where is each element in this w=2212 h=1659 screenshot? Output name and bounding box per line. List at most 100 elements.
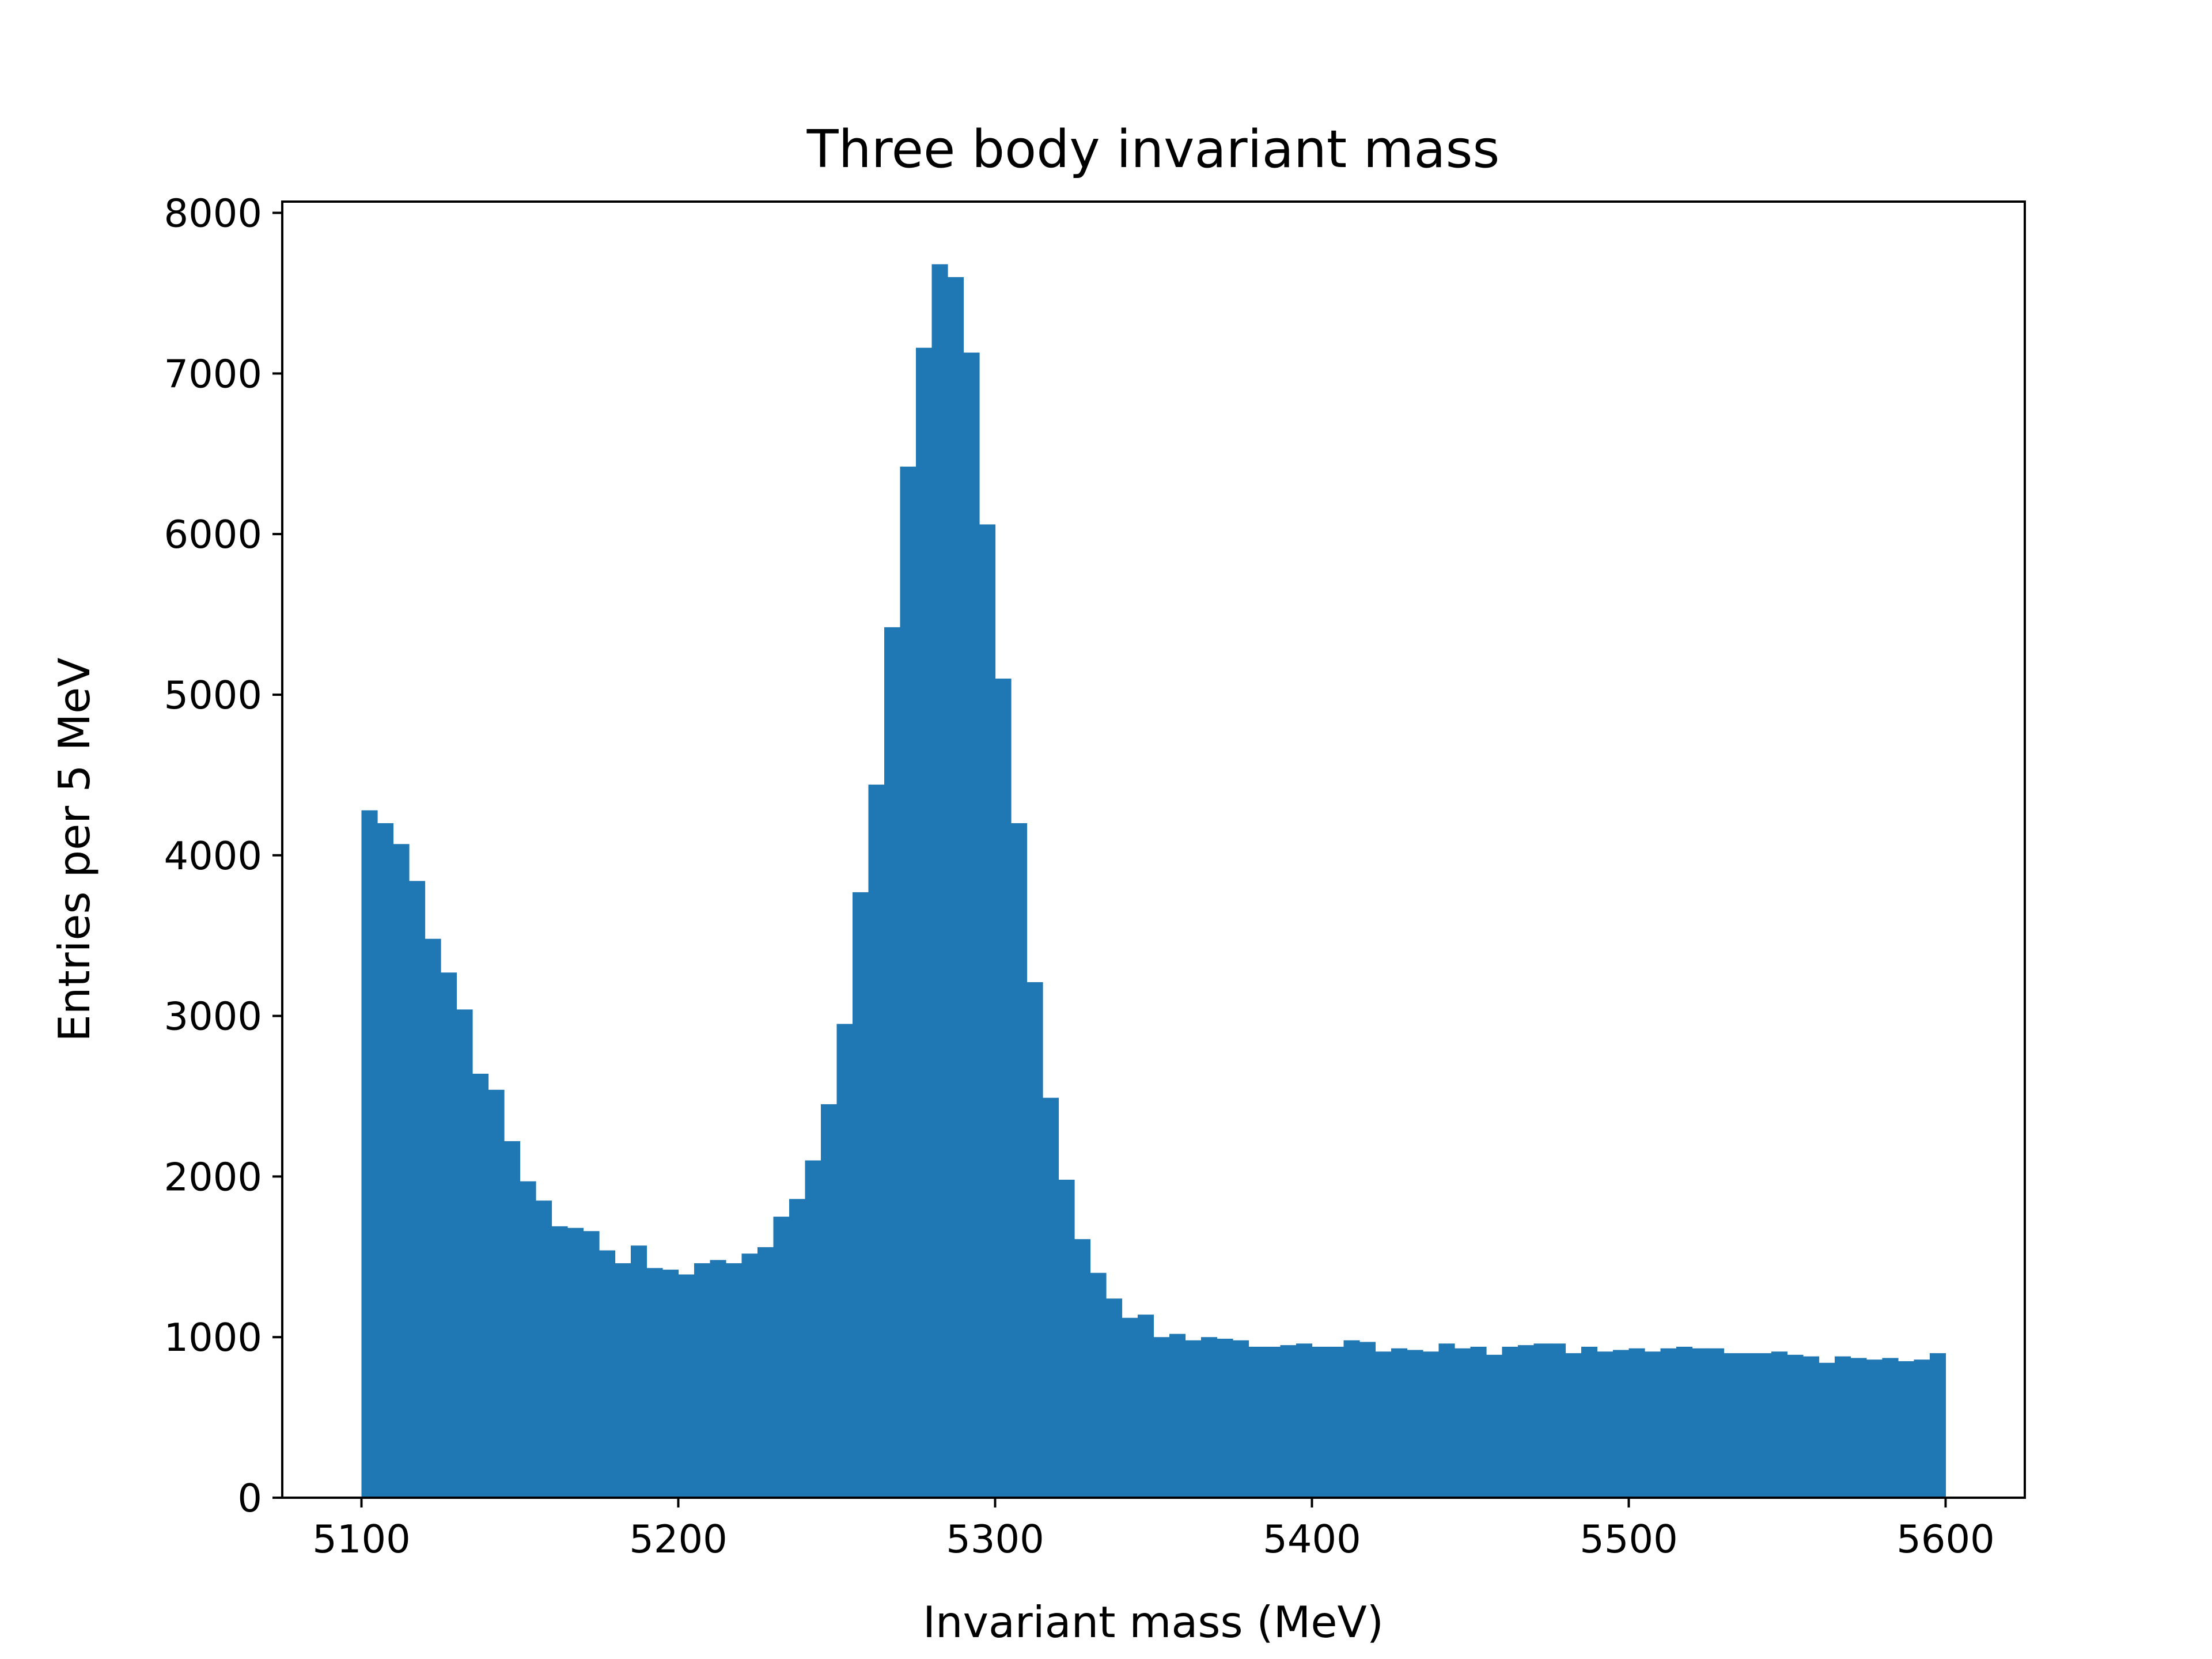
histogram-bar [1502,1346,1518,1498]
histogram-bar [979,524,996,1498]
histogram-bar [1755,1353,1772,1498]
histogram-bar [425,938,441,1498]
histogram-bar [1391,1348,1408,1498]
histogram-bar [1613,1350,1630,1498]
y-tick-label: 6000 [164,512,262,557]
x-axis-label: Invariant mass (MeV) [923,1597,1384,1647]
histogram-bar [1138,1315,1154,1498]
histogram-bar [884,627,901,1498]
histogram-bar [1455,1348,1471,1498]
histogram-bar [536,1200,552,1498]
histogram-bar [1882,1358,1899,1498]
y-tick-label: 0 [237,1476,262,1521]
histogram-bar [1866,1359,1883,1498]
y-tick-label: 2000 [164,1154,262,1199]
histogram-bar [409,881,426,1498]
histogram-bar [1533,1343,1550,1498]
histogram-bar [1106,1298,1123,1498]
histogram-bar [1343,1340,1360,1498]
x-tick-label: 5400 [1263,1517,1361,1562]
histogram-bar [1185,1340,1202,1498]
histogram-bar [1027,982,1043,1498]
histogram-bar [393,844,410,1498]
histogram-bar [805,1160,821,1498]
histogram-bar [1692,1348,1709,1498]
histogram-bar [1486,1354,1503,1498]
histogram-bar [1787,1354,1804,1498]
histogram-bar [757,1247,774,1498]
histogram-bar [1518,1345,1535,1498]
histogram-bar [1628,1348,1645,1498]
histogram-bar [678,1274,695,1498]
histogram-bar [1898,1361,1915,1498]
histogram-bar [1407,1350,1423,1498]
histogram-bar [472,1073,489,1498]
histogram-bar [1835,1356,1851,1498]
histogram-bar [836,1024,853,1498]
histogram-bar [1819,1362,1835,1498]
histogram-bar [1724,1353,1740,1498]
histogram-bar [1550,1343,1566,1498]
histogram-bar [948,277,964,1498]
histogram-bar [1438,1343,1455,1498]
histogram-bar [1359,1342,1376,1498]
histogram-bar [995,679,1012,1498]
histogram-bar [1280,1345,1297,1498]
histogram-bar [1058,1179,1075,1498]
histogram-bar [1233,1340,1249,1498]
histogram-bar [1470,1346,1487,1498]
x-axis-ticks: 5100 5200 5300 5400 5500 5600 [312,1498,1995,1562]
histogram-bar [1201,1337,1218,1498]
y-tick-label: 7000 [164,351,262,396]
histogram-bar [1660,1348,1677,1498]
histogram-bar [868,785,885,1498]
histogram-bar [1043,1097,1059,1498]
histogram-bar [504,1141,521,1498]
histogram-bar [1565,1353,1582,1498]
y-axis-ticks: 0 1000 2000 3000 4000 5000 6000 7000 8000 [164,191,282,1521]
histogram-bar [789,1199,806,1498]
histogram-bar [1423,1351,1440,1498]
histogram-bar [1375,1351,1392,1498]
histogram-bar [1153,1337,1170,1498]
x-tick-label: 5600 [1896,1517,1995,1562]
histogram-bar [551,1226,568,1498]
histogram-bar [853,892,869,1498]
histogram-bar [1169,1334,1186,1498]
histogram-bar [1771,1351,1788,1498]
histogram-bar [726,1263,743,1498]
histogram-bar [1740,1353,1756,1498]
y-tick-label: 8000 [164,191,262,236]
y-axis-label: Entries per 5 MeV [49,657,100,1041]
histogram-bar [1264,1346,1281,1498]
histogram-bar [741,1253,758,1498]
histogram-bar [583,1231,600,1498]
histogram-bar [1328,1346,1344,1498]
histogram-bar [963,353,980,1498]
chart-title: Three body invariant mass [806,119,1500,180]
histogram-bar [631,1245,647,1498]
histogram-bar [1708,1348,1725,1498]
histogram-bar [1803,1356,1820,1498]
y-tick-label: 1000 [164,1315,262,1360]
histogram-bar [1312,1346,1328,1498]
histogram-bar [615,1263,631,1498]
histogram-bar [1645,1351,1661,1498]
histogram-bar [1850,1358,1867,1498]
histogram-bar [361,810,378,1498]
histogram-bar [1011,823,1028,1498]
histogram-bar [1930,1353,1946,1498]
x-tick-label: 5500 [1580,1517,1678,1562]
histogram-bar [456,1009,473,1498]
histogram-bar [1217,1338,1233,1498]
histogram-bar [567,1228,584,1498]
histogram-bar [1676,1346,1693,1498]
x-tick-label: 5300 [946,1517,1044,1562]
histogram-bar [599,1250,616,1498]
histogram-bar [931,264,948,1498]
histogram-bar [1074,1239,1091,1498]
histogram-bar [377,823,394,1498]
histogram-bar [1248,1346,1265,1498]
plot-frame [281,200,2026,1499]
